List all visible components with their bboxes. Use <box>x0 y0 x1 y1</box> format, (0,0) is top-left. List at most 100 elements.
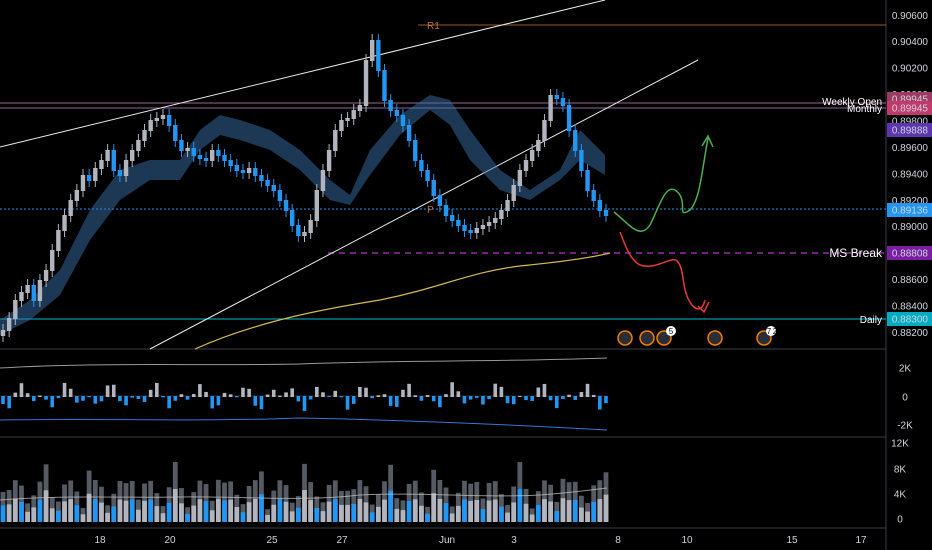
osc-bar <box>585 383 590 397</box>
osc-bar <box>536 387 541 397</box>
candle-body <box>296 225 301 236</box>
osc-bar <box>228 394 233 397</box>
osc-lower-band <box>0 417 608 431</box>
candle-body <box>80 175 86 191</box>
candle-body <box>548 95 553 121</box>
candle-body <box>283 200 289 211</box>
candle-body <box>603 210 609 216</box>
osc-bar <box>401 389 405 397</box>
candle-body <box>240 170 246 173</box>
price-axis[interactable]: 0.906000.904000.902000.900000.898000.896… <box>892 11 929 339</box>
volume-tick-label: 8K <box>894 465 907 476</box>
volume-ma <box>0 487 608 501</box>
osc-bar <box>431 396 436 402</box>
volume-bar-part <box>179 503 184 522</box>
candle-body <box>13 300 18 319</box>
projection-down-arrow <box>619 231 706 310</box>
volume-bar-part <box>80 514 86 522</box>
candle-body <box>253 168 258 176</box>
time-tick-label: 18 <box>94 535 106 546</box>
price-tag-label: 0.89136 <box>892 206 929 217</box>
osc-bar <box>7 396 11 409</box>
price-tag-label: 0.89945 <box>892 95 929 106</box>
time-tick-label: 3 <box>511 535 517 546</box>
volume-bar-part <box>62 501 67 522</box>
candle-body <box>191 148 196 156</box>
volume-bar-part <box>92 498 98 522</box>
osc-bar <box>308 396 313 400</box>
osc-bar <box>376 395 381 397</box>
volume-bar-part <box>111 506 117 522</box>
candle-body <box>536 140 541 151</box>
volume-bar-part <box>31 507 37 522</box>
osc-bar <box>302 396 307 411</box>
monthly-label: Monthly <box>847 104 882 115</box>
candle-body <box>166 115 172 126</box>
volume-bar-part <box>554 510 560 522</box>
osc-bar <box>56 396 61 399</box>
ms-break-label: MS Break <box>829 246 883 260</box>
candle-body <box>493 218 498 223</box>
volume-bar-part <box>332 499 338 522</box>
candle-body <box>585 170 590 191</box>
candle-body <box>474 228 479 233</box>
osc-bar <box>296 396 301 402</box>
price-tag-label: 0.88300 <box>892 315 929 326</box>
candle-body <box>308 220 313 233</box>
candle-body <box>462 225 467 231</box>
candle-body <box>173 125 178 141</box>
candle-body <box>6 318 12 331</box>
candle-body <box>93 168 98 181</box>
volume-bar-part <box>142 500 147 522</box>
event-badges[interactable]: 5 7 2 <box>617 326 778 346</box>
osc-bar <box>284 392 288 397</box>
osc-bar <box>591 394 596 397</box>
candle-body <box>271 185 276 191</box>
candle-body <box>376 40 381 71</box>
osc-bar <box>407 383 411 397</box>
osc-bar <box>394 396 399 407</box>
osc-bar <box>44 396 48 400</box>
osc-bar <box>567 394 571 397</box>
osc-axis: 2K 0 -2K <box>897 364 913 432</box>
candle-body <box>573 130 578 151</box>
osc-bar <box>530 396 534 402</box>
candle-body <box>388 100 393 111</box>
time-tick-label: 25 <box>266 535 278 546</box>
pivot-label: P <box>427 205 434 216</box>
volume-bar-part <box>55 510 61 522</box>
candle-body <box>486 222 492 226</box>
volume-bar-part <box>0 505 6 522</box>
volume-bar-part <box>449 513 455 522</box>
volume-bar-part <box>37 499 43 522</box>
osc-bar <box>481 396 485 405</box>
volume-bar-part <box>375 506 381 522</box>
volume-bar-part <box>135 509 141 522</box>
volume-bar-part <box>289 511 295 522</box>
volume-bar-part <box>148 499 154 522</box>
time-axis[interactable]: 18 20 25 27 Jun 3 8 10 15 17 <box>94 535 867 546</box>
candle-body <box>197 155 203 159</box>
projection-down-arrowhead <box>697 301 710 314</box>
osc-bar <box>468 396 473 400</box>
candle-body <box>406 125 412 141</box>
osc-bar <box>99 396 104 402</box>
volume-bar-part <box>455 505 461 522</box>
osc-bar <box>204 391 208 397</box>
osc-bar <box>456 391 461 397</box>
candle-body <box>369 40 375 61</box>
price-tick-label: 0.89200 <box>892 196 929 207</box>
price-tick-label: 0.88200 <box>892 328 929 339</box>
upper-trendline <box>0 0 606 148</box>
price-tag-bg <box>887 246 932 260</box>
oscillator-pane <box>0 357 608 431</box>
candle-body <box>566 105 572 131</box>
osc-bar <box>265 394 270 397</box>
candle-body <box>210 150 215 161</box>
candle-body <box>259 175 264 181</box>
volume-bar-part <box>572 499 578 522</box>
candle-body <box>449 215 455 221</box>
volume-bar-part <box>468 500 474 522</box>
